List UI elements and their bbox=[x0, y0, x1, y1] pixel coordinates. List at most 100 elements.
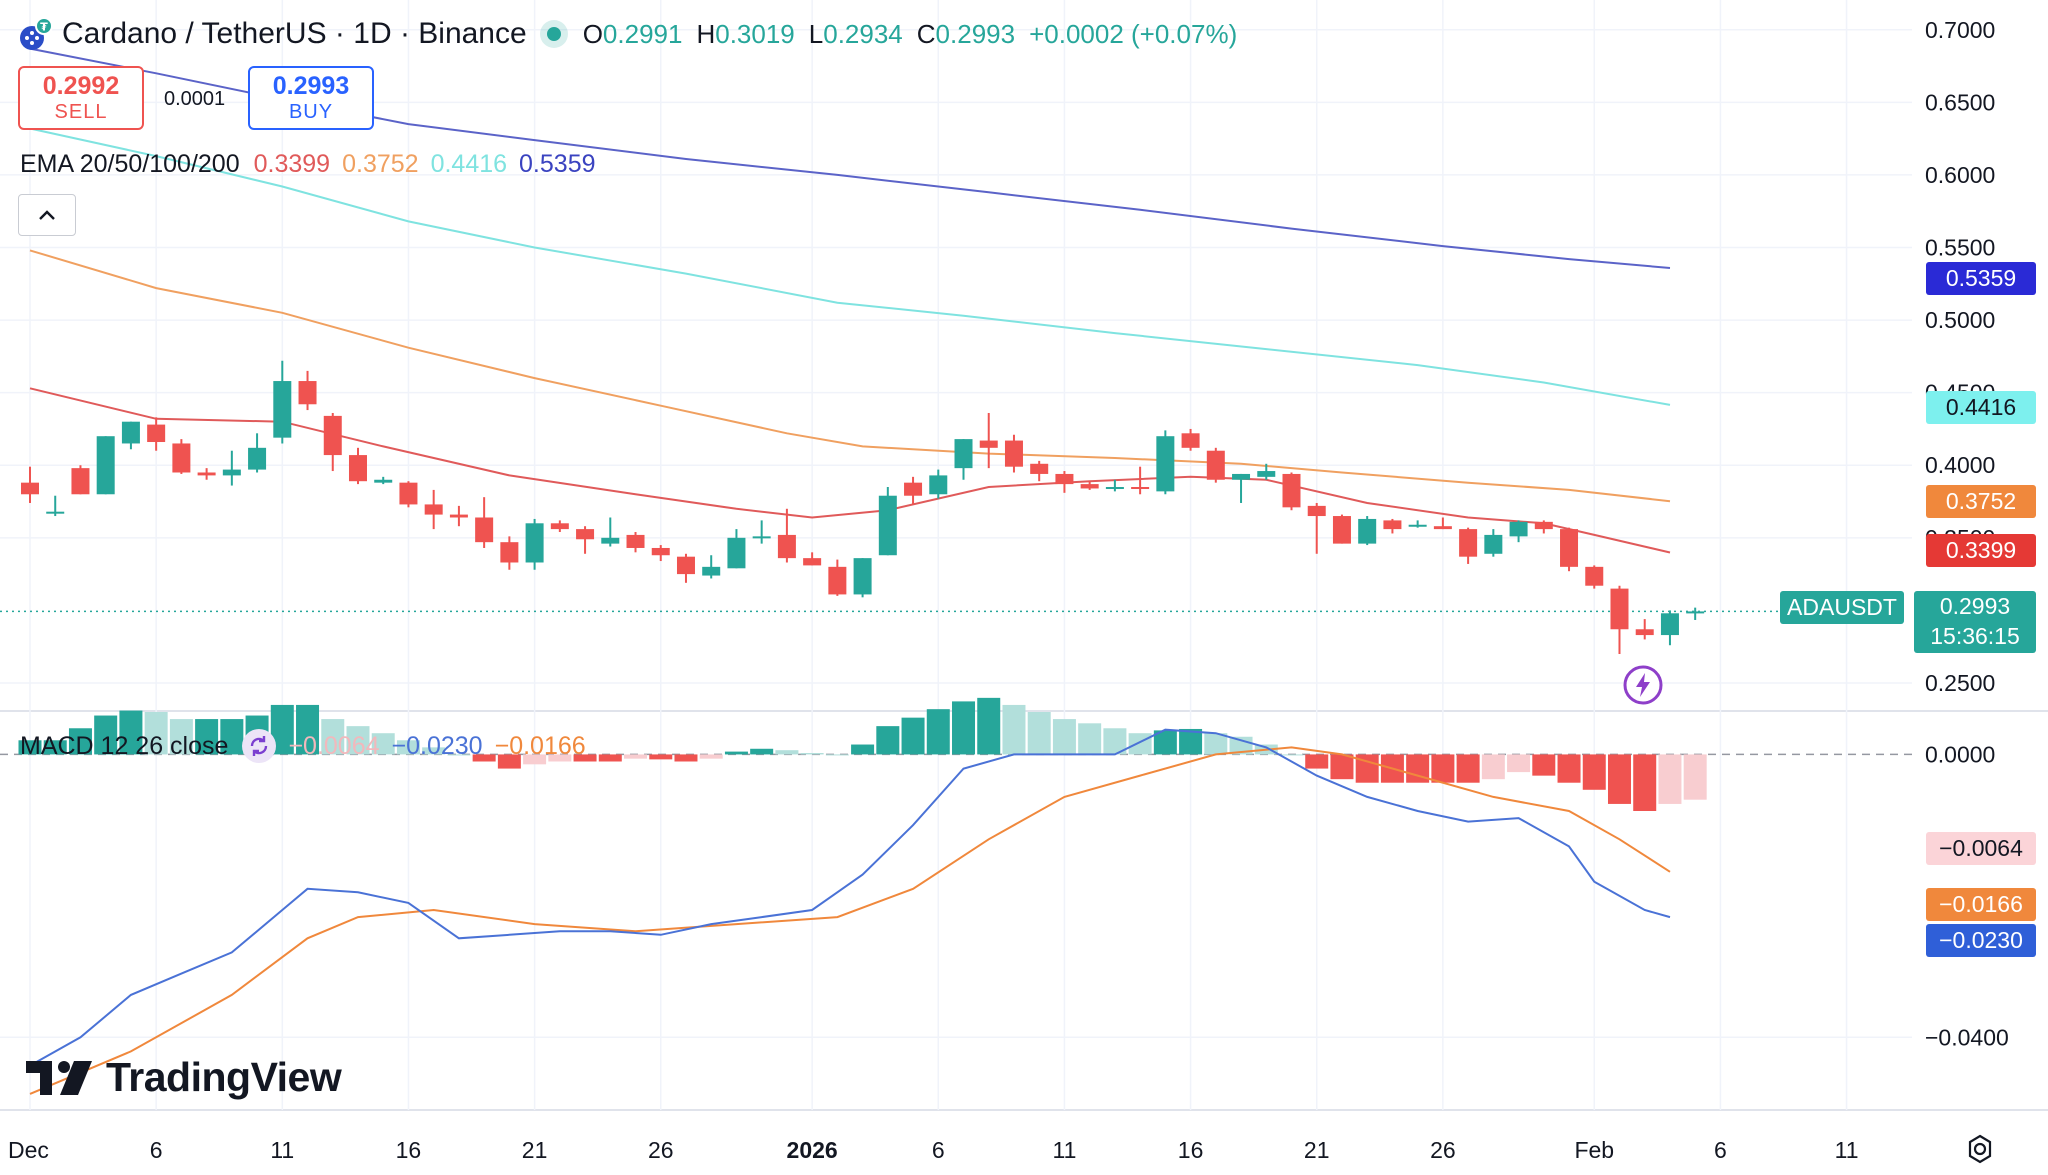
svg-text:₮: ₮ bbox=[40, 21, 48, 34]
market-status-dot bbox=[546, 27, 561, 41]
macd-hist-price-label: −0.0064 bbox=[1926, 832, 2036, 865]
candle-body bbox=[298, 381, 317, 405]
macd-histogram-bar bbox=[43, 740, 67, 755]
chevron-up-icon bbox=[39, 210, 55, 220]
macd-histogram-bar bbox=[548, 754, 572, 762]
macd-histogram-bar bbox=[1456, 754, 1480, 783]
candle-body bbox=[1660, 613, 1679, 636]
candle-body bbox=[929, 475, 948, 495]
candle-body bbox=[1383, 520, 1402, 530]
gear-icon[interactable] bbox=[1964, 1133, 1996, 1170]
macd-histogram-bar bbox=[1103, 728, 1127, 755]
tradingview-logo[interactable]: TradingView bbox=[26, 1054, 342, 1101]
candle-body bbox=[1560, 529, 1579, 567]
symbol-title[interactable]: Cardano / TetherUS · 1D · Binance bbox=[62, 17, 527, 50]
collapse-legend-button[interactable] bbox=[18, 194, 76, 236]
macd-histogram-bar bbox=[18, 740, 42, 755]
candle-body bbox=[1585, 566, 1604, 586]
candle-body bbox=[954, 439, 973, 469]
change-value: +0.0002 (+0.07%) bbox=[1029, 18, 1238, 49]
candle-body bbox=[121, 421, 140, 444]
macd-histogram-bar bbox=[724, 751, 748, 755]
symbol-legend: ₮ Cardano / TetherUS · 1D · Binance O 0.… bbox=[18, 16, 1237, 52]
lightning-icon[interactable] bbox=[1622, 664, 1664, 711]
time-axis-tick: 16 bbox=[1178, 1137, 1204, 1163]
macd-histogram-bar bbox=[750, 748, 774, 755]
buy-button[interactable]: 0.2993 BUY bbox=[248, 66, 374, 130]
time-axis-tick: 21 bbox=[522, 1137, 548, 1163]
macd-histogram-bar bbox=[472, 754, 496, 762]
time-axis-tick: 6 bbox=[1714, 1137, 1727, 1163]
candle-body bbox=[727, 537, 746, 569]
macd-signal-value: −0.0166 bbox=[494, 731, 586, 760]
time-axis-tick: 2026 bbox=[787, 1137, 838, 1163]
candle-body bbox=[1232, 473, 1251, 480]
candle-body bbox=[1131, 487, 1150, 490]
macd-histogram-bar bbox=[270, 704, 294, 755]
macd-axis-tick: 0.0000 bbox=[1925, 741, 1995, 767]
macd-histogram-bar bbox=[1532, 754, 1556, 776]
macd-line-value: −0.0230 bbox=[391, 731, 483, 760]
buy-price: 0.2993 bbox=[272, 72, 350, 100]
macd-histogram-bar bbox=[371, 733, 395, 755]
macd-histogram-bar bbox=[195, 719, 219, 755]
candle-body bbox=[576, 529, 595, 540]
candle-body bbox=[475, 517, 494, 543]
macd-histogram-bar bbox=[447, 754, 471, 756]
ema100-price-label: 0.4416 bbox=[1926, 391, 2036, 424]
candle-body bbox=[500, 542, 519, 563]
sell-button[interactable]: 0.2992 SELL bbox=[18, 66, 144, 130]
macd-histogram-bar bbox=[876, 726, 900, 755]
macd-histogram-bar bbox=[952, 701, 976, 755]
time-axis-tick: Dec bbox=[8, 1137, 49, 1163]
time-axis-tick: Feb bbox=[1574, 1137, 1614, 1163]
buy-label: BUY bbox=[288, 101, 334, 123]
macd-histogram-bar bbox=[1431, 754, 1455, 783]
candle-body bbox=[399, 482, 418, 505]
macd-histogram-bar bbox=[321, 719, 345, 755]
candle-body bbox=[222, 469, 241, 476]
candle-body bbox=[449, 514, 468, 518]
macd-histogram-bar bbox=[1002, 704, 1026, 755]
macd-histogram-bar bbox=[699, 754, 723, 759]
candle-body bbox=[752, 536, 771, 539]
candle-body bbox=[197, 472, 216, 476]
macd-histogram-bar bbox=[1507, 754, 1531, 773]
ema-legend[interactable]: EMA 20/50/100/200 0.3399 0.3752 0.4416 0… bbox=[20, 150, 608, 179]
macd-histogram-bar bbox=[825, 754, 849, 756]
candle-body bbox=[1030, 463, 1049, 474]
candle-body bbox=[601, 537, 620, 544]
macd-histogram-bar bbox=[1683, 754, 1707, 800]
candle-body bbox=[273, 381, 292, 438]
open-value: 0.2991 bbox=[602, 18, 683, 49]
high-key: H bbox=[696, 18, 716, 49]
macd-signal-price-label: −0.0166 bbox=[1926, 888, 2036, 921]
macd-histogram-bar bbox=[422, 747, 446, 755]
candle-body bbox=[46, 511, 65, 514]
sell-label: SELL bbox=[54, 101, 108, 123]
ema100-value: 0.4416 bbox=[430, 150, 508, 178]
candle-body bbox=[1610, 588, 1629, 630]
ema20-price-label: 0.3399 bbox=[1926, 534, 2036, 567]
macd-histogram-bar bbox=[851, 744, 875, 755]
candle-body bbox=[1181, 433, 1200, 448]
macd-histogram-bar bbox=[649, 754, 673, 760]
candle-body bbox=[1358, 518, 1377, 544]
refresh-icon[interactable] bbox=[242, 729, 277, 763]
candle-body bbox=[777, 534, 796, 559]
macd-legend[interactable]: MACD 12 26 close −0.0064 −0.0230 −0.0166 bbox=[20, 729, 598, 763]
candle-body bbox=[348, 455, 367, 482]
macd-histogram-bar bbox=[119, 710, 143, 755]
macd-histogram-bar bbox=[1280, 754, 1303, 756]
candle-body bbox=[248, 447, 267, 470]
macd-signal-line bbox=[29, 746, 1671, 1095]
macd-histogram-bar bbox=[977, 697, 1001, 755]
candle-body bbox=[803, 558, 822, 566]
time-axis-tick: 6 bbox=[932, 1137, 945, 1163]
macd-histogram-bar bbox=[800, 753, 824, 755]
ema200-value: 0.5359 bbox=[519, 150, 596, 178]
candle-body bbox=[1332, 516, 1351, 544]
candle-body bbox=[1408, 524, 1427, 527]
candle-body bbox=[702, 566, 721, 576]
